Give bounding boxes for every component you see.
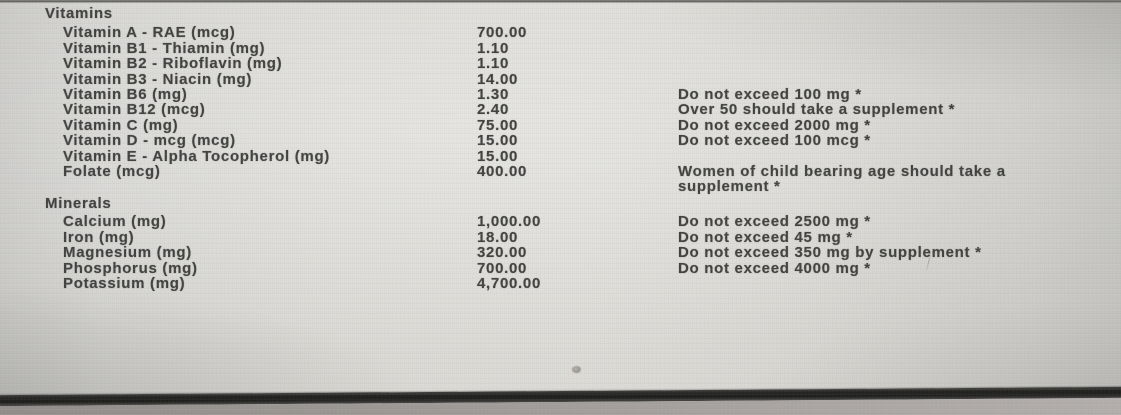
nutrient-row: Magnesium (mg) 320.00 Do not exceed 350 mg… (0, 244, 1121, 262)
nutrient-value: 400.00 (477, 163, 528, 181)
nutrient-label: Vitamin D - mcg (mcg) (63, 132, 236, 150)
nutrient-value: 15.00 (477, 147, 519, 165)
nutrient-label: Magnesium (mg) (63, 244, 192, 262)
nutrient-label: Vitamin E - Alpha Tocopherol (mg) (63, 147, 330, 165)
nutrient-row: Vitamin B3 - Niacin (mg) 14.00 (0, 70, 1121, 88)
nutrient-note: Over 50 should take a supplement * (678, 101, 956, 119)
nutrient-label: Vitamin B3 - Niacin (mg) (63, 70, 253, 88)
nutrient-row: Vitamin E - Alpha Tocopherol (mg) 15.00 (0, 147, 1121, 165)
nutrient-row: Phosphorus (mg) 700.00 Do not exceed 4000 … (0, 259, 1121, 277)
nutrient-label: Calcium (mg) (63, 213, 167, 231)
nutrient-value: 700.00 (477, 24, 528, 42)
nutrient-label: Potassium (mg) (63, 274, 186, 292)
nutrient-label: Iron (mg) (63, 228, 135, 246)
nutrient-value: 320.00 (477, 244, 528, 262)
section-title: Minerals (45, 194, 112, 212)
nutrient-label: Vitamin B12 (mcg) (63, 101, 206, 119)
nutrient-row: Vitamin B12 (mcg) 2.40 Over 50 should take… (0, 101, 1121, 119)
nutrient-value: 14.00 (477, 70, 519, 88)
screen-smudge-dot (572, 366, 581, 373)
nutrient-label: Vitamin A - RAE (mcg) (63, 24, 236, 42)
nutrient-section: Minerals Calcium (mg) 1,000.00 Do not excee… (0, 194, 1121, 292)
nutrient-value: 15.00 (477, 132, 519, 150)
nutrient-label: Vitamin B6 (mg) (63, 86, 188, 104)
nutrient-value: 75.00 (477, 116, 519, 134)
nutrient-row: Vitamin B6 (mg) 1.30 Do not exceed 100 mg … (0, 86, 1121, 104)
nutrient-value: 4,700.00 (477, 274, 541, 292)
nutrient-section: Vitamins Vitamin A - RAE (mcg) 700.00 Vitam… (0, 6, 1121, 195)
nutrient-row: Vitamin B1 - Thiamin (mg) 1.10 (0, 39, 1121, 57)
nutrient-label: Vitamin B2 - Riboflavin (mg) (63, 55, 283, 73)
nutrient-note: Do not exceed 350 mg by supplement * (678, 244, 982, 262)
nutrient-note: Do not exceed 100 mcg * (678, 132, 871, 150)
nutrient-row: Calcium (mg) 1,000.00 Do not exceed 2500 m… (0, 213, 1121, 231)
nutrient-value: 2.40 (477, 101, 509, 119)
nutrient-note: Do not exceed 2500 mg * (678, 213, 871, 231)
nutrient-note: Do not exceed 100 mg * (678, 86, 862, 104)
nutrient-label: Vitamin B1 - Thiamin (mg) (63, 39, 266, 57)
nutrient-row: Vitamin B2 - Riboflavin (mg) 1.10 (0, 55, 1121, 73)
nutrient-note: Do not exceed 4000 mg * (678, 259, 871, 277)
nutrient-note: Do not exceed 45 mg * (678, 228, 853, 246)
nutrient-value: 1.10 (477, 55, 509, 73)
nutrient-value: 1.10 (477, 39, 509, 57)
nutrient-label: Vitamin C (mg) (63, 116, 179, 134)
nutrient-label: Folate (mcg) (63, 163, 161, 181)
nutrient-value: 700.00 (477, 259, 528, 277)
nutrient-value: 1.30 (477, 86, 509, 104)
nutrient-note: Women of child bearing age should take a… (678, 163, 1006, 196)
nutrient-row: Folate (mcg) 400.00 Women of child bearing… (0, 164, 1121, 195)
nutrient-row: Iron (mg) 18.00 Do not exceed 45 mg * (0, 228, 1121, 246)
section-title: Vitamins (45, 5, 113, 22)
nutrient-note: Do not exceed 2000 mg * (678, 116, 871, 134)
nutrient-label: Phosphorus (mg) (63, 259, 198, 277)
nutrient-row: Potassium (mg) 4,700.00 (0, 274, 1121, 292)
nutrient-row: Vitamin D - mcg (mcg) 15.00 Do not exceed … (0, 132, 1121, 150)
nutrient-row: Vitamin A - RAE (mcg) 700.00 (0, 24, 1121, 42)
nutrient-value: 18.00 (477, 228, 519, 246)
screen-top-edge (0, 0, 1121, 3)
nutrient-row: Vitamin C (mg) 75.00 Do not exceed 2000 mg… (0, 116, 1121, 134)
nutrient-value: 1,000.00 (477, 213, 541, 231)
